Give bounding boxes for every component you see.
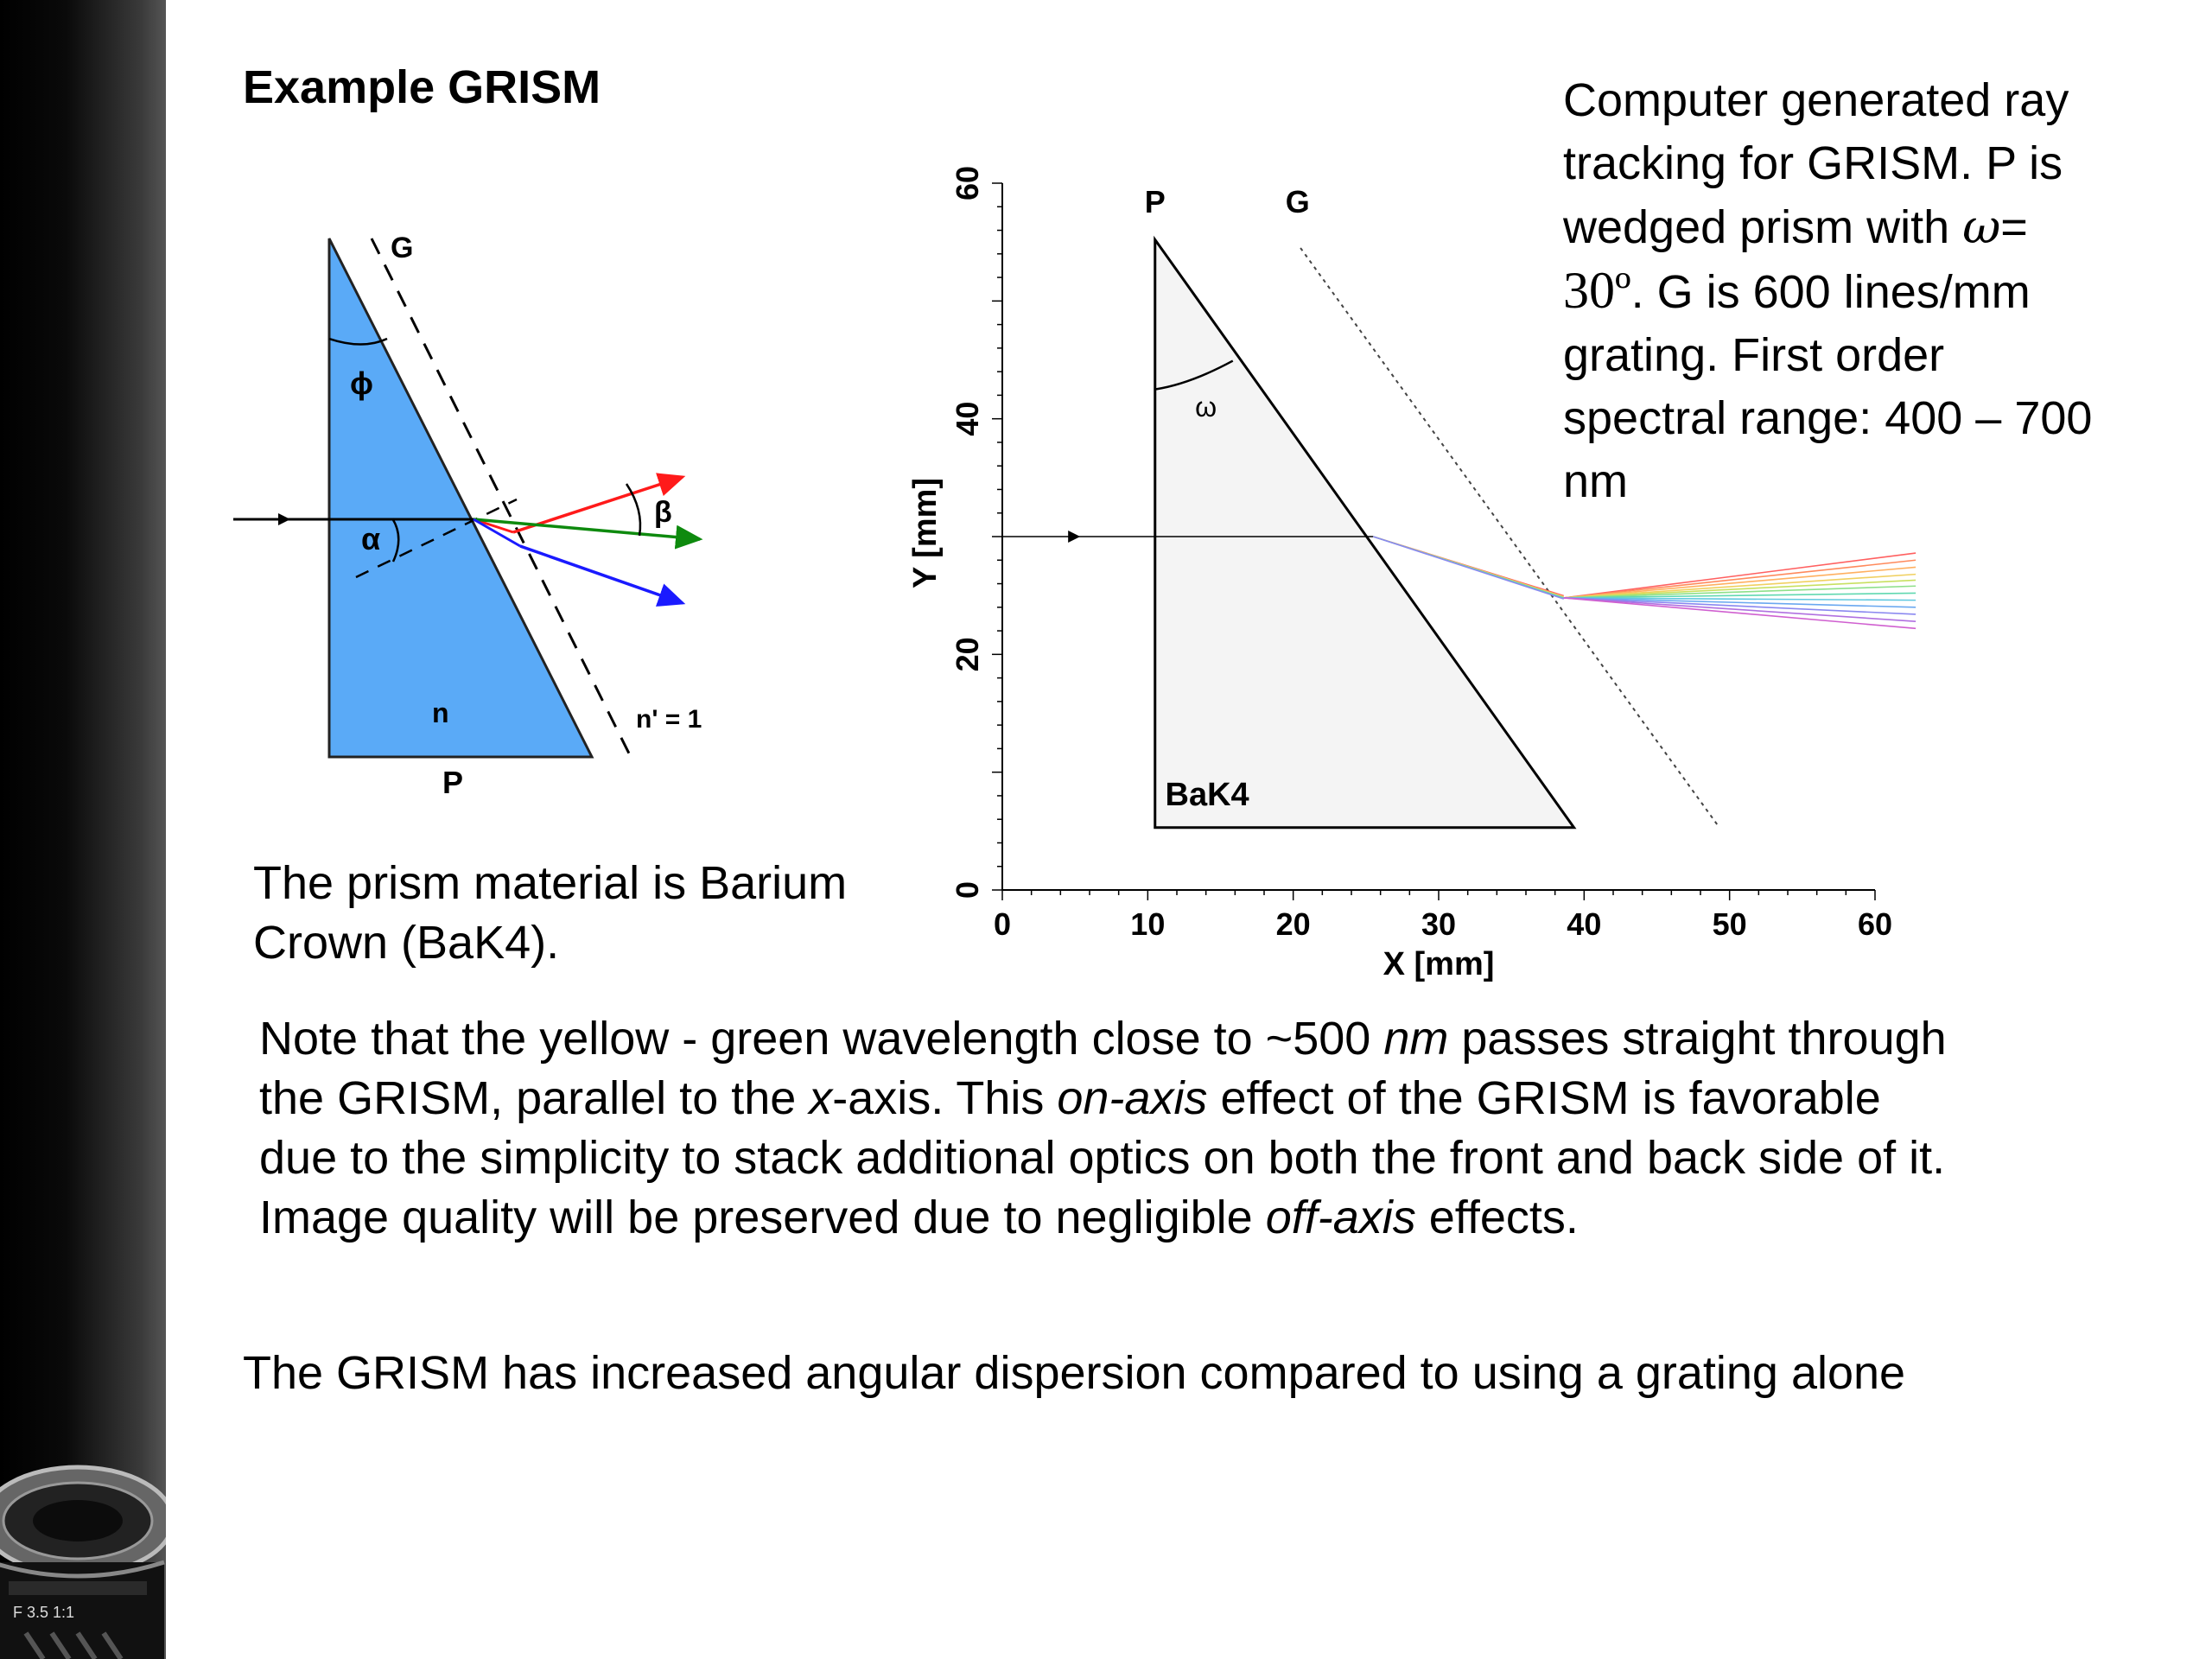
- svg-text:F 3.5 1:1: F 3.5 1:1: [13, 1604, 74, 1621]
- sidebar-decoration: [0, 0, 166, 1659]
- grism-schematic: G ϕ α β n n' = 1 P: [233, 232, 703, 800]
- dispersed-ray: [1563, 597, 1916, 615]
- dispersed-ray: [1563, 566, 1916, 599]
- x-tick-label: 20: [1276, 906, 1311, 942]
- y-tick-label: 40: [950, 402, 985, 436]
- note-text: Note that the yellow - green wavelength …: [259, 1013, 1384, 1065]
- prism-shape: [1154, 235, 1577, 830]
- x-tick-label: 40: [1567, 906, 1601, 942]
- blue-ray-out: [519, 544, 686, 607]
- dispersed-ray: [1563, 559, 1916, 599]
- x-tick-label: 60: [1858, 906, 1892, 942]
- arrow-head: [1068, 531, 1081, 543]
- dispersed-ray: [1563, 579, 1916, 599]
- dispersed-ray: [1563, 597, 1916, 608]
- normal-line: [355, 498, 518, 579]
- caption-text: Computer generated ray tracking for GRIS…: [1563, 69, 2168, 513]
- note-line: Note that the yellow - green wavelength …: [259, 1009, 2160, 1069]
- caption-line: spectral range: 400 – 700: [1563, 392, 2093, 444]
- note-nm: nm: [1383, 1013, 1449, 1065]
- equals-sign: =: [2000, 201, 2028, 253]
- y-tick-label: 20: [950, 637, 985, 671]
- angle-value: 30º: [1563, 262, 1631, 319]
- slide-title: Example GRISM: [243, 61, 601, 113]
- dispersed-ray: [1563, 585, 1916, 599]
- note-text: effects.: [1415, 1192, 1579, 1243]
- material-text: The prism material is Barium Crown (BaK4…: [253, 854, 927, 973]
- material-line: Crown (BaK4).: [253, 917, 560, 969]
- dispersion-text: The GRISM has increased angular dispersi…: [243, 1347, 1906, 1399]
- note-text: the GRISM, parallel to the: [259, 1072, 810, 1124]
- label-G: G: [391, 232, 413, 264]
- dispersed-ray: [1563, 573, 1916, 599]
- x-axis-label: X [mm]: [1383, 946, 1495, 982]
- internal-ray: [1373, 536, 1565, 600]
- label-alpha: α: [361, 521, 380, 556]
- grating-line: [370, 238, 632, 758]
- label-P: P: [1145, 184, 1166, 219]
- camera-lens-image: F 3.5 1:1: [0, 1465, 166, 1659]
- dispersed-ray: [1563, 597, 1916, 630]
- green-ray: [473, 518, 703, 550]
- caption-text-part: . G is 600 lines/mm: [1630, 266, 2031, 318]
- dispersed-ray: [1563, 597, 1916, 601]
- label-G: G: [1286, 184, 1310, 219]
- caption-line: nm: [1563, 455, 1629, 507]
- note-text: effect of the GRISM is favorable: [1207, 1072, 1881, 1124]
- label-omega: ω: [1195, 391, 1217, 423]
- y-axis-label: Y [mm]: [907, 478, 944, 588]
- y-tick-label: 0: [950, 881, 985, 899]
- caption-line: tracking for GRISM. P is: [1563, 137, 2063, 189]
- note-line: Image quality will be preserved due to n…: [259, 1188, 2160, 1248]
- note-text: passes straight through: [1448, 1013, 1947, 1065]
- label-phi: ϕ: [350, 365, 373, 401]
- red-ray-out: [512, 473, 686, 534]
- note-text: -axis. This: [832, 1072, 1058, 1124]
- dispersed-ray: [1563, 592, 1916, 599]
- x-tick-label: 30: [1421, 906, 1456, 942]
- label-P: P: [442, 765, 463, 800]
- x-tick-label: 0: [994, 906, 1011, 942]
- caption-line: Computer generated ray: [1563, 74, 2069, 126]
- caption-line: grating. First order: [1563, 329, 1945, 381]
- note-line: due to the simplicity to stack additiona…: [259, 1132, 1946, 1184]
- note-onaxis: on-axis: [1057, 1072, 1208, 1124]
- red-ray: [473, 518, 514, 534]
- material-line: The prism material is Barium: [253, 857, 848, 909]
- omega-symbol: ω: [1962, 200, 2001, 254]
- label-material: BaK4: [1166, 777, 1249, 813]
- blue-ray: [473, 518, 521, 548]
- x-tick-label: 10: [1130, 906, 1165, 942]
- label-beta: β: [654, 496, 672, 529]
- grating-line: [1300, 247, 1720, 829]
- label-n-prime: n' = 1: [636, 705, 702, 734]
- label-n: n: [432, 697, 449, 728]
- x-tick-label: 50: [1713, 906, 1747, 942]
- note-text: Image quality will be preserved due to n…: [259, 1192, 1266, 1243]
- note-x: x: [809, 1072, 833, 1124]
- caption-line: wedged prism with ω=: [1563, 195, 2168, 259]
- caption-text-part: wedged prism with: [1563, 201, 1950, 253]
- note-line: the GRISM, parallel to the x-axis. This …: [259, 1069, 2160, 1128]
- dispersed-ray: [1563, 597, 1916, 622]
- angle-arc: [1154, 359, 1234, 391]
- prism-shape: [327, 238, 594, 759]
- note-paragraph: Note that the yellow - green wavelength …: [259, 1009, 2160, 1248]
- dispersed-ray: [1563, 552, 1916, 599]
- note-offaxis: off-axis: [1265, 1192, 1416, 1243]
- caption-line: 30º. G is 600 lines/mm: [1563, 259, 2168, 324]
- y-tick-label: 60: [950, 166, 985, 200]
